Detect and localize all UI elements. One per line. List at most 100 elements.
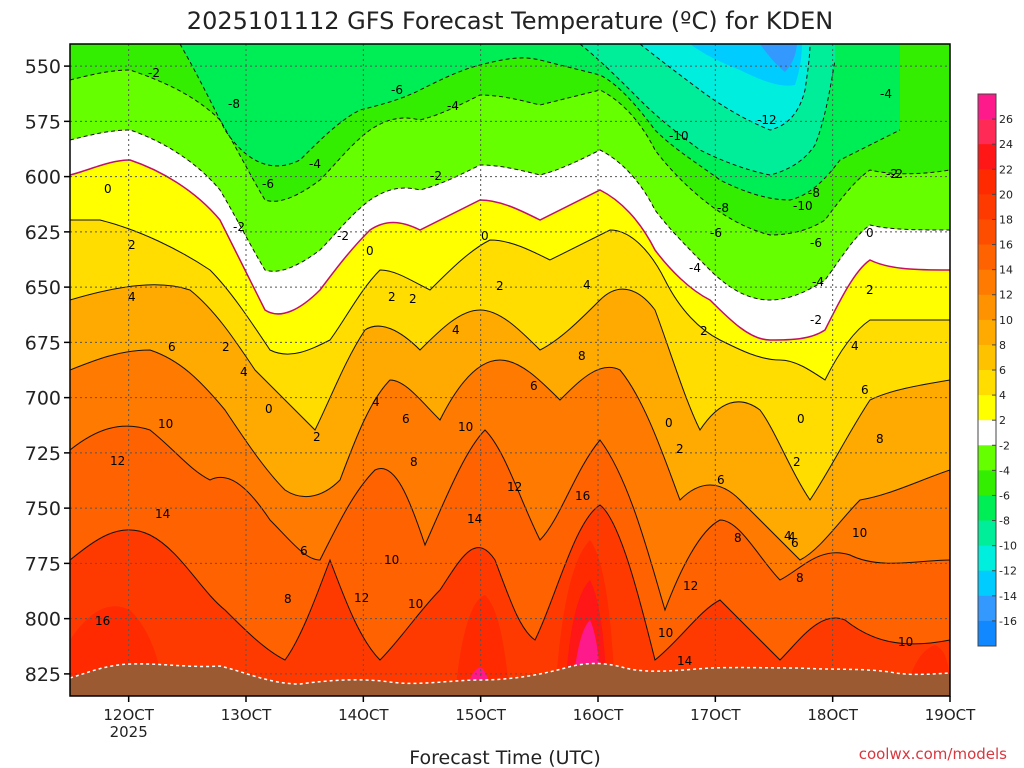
contour-label: 10 bbox=[384, 553, 399, 567]
band-neg16 bbox=[760, 44, 797, 72]
contour-label: 4 bbox=[784, 529, 792, 543]
contour-label: -10 bbox=[793, 199, 813, 213]
colorbar-label: 16 bbox=[999, 239, 1013, 252]
contour-label: 10 bbox=[898, 635, 913, 649]
colorbar-swatch bbox=[978, 94, 996, 120]
contour-label: 2 bbox=[676, 442, 684, 456]
x-tick-label: 18OCT bbox=[807, 706, 858, 724]
x-tick-label: 12OCT bbox=[103, 706, 154, 724]
contour-label: 8 bbox=[284, 592, 292, 606]
contour-label: 6 bbox=[861, 383, 869, 397]
contour-neg10 bbox=[579, 44, 836, 176]
colorbar-label: 6 bbox=[999, 364, 1006, 377]
contour-neg6 bbox=[70, 69, 950, 236]
colorbar-label: -2 bbox=[999, 439, 1010, 452]
colorbar-swatch bbox=[978, 620, 996, 647]
x-tick-label: 15OCT bbox=[455, 706, 506, 724]
contour-label: 8 bbox=[410, 455, 418, 469]
contour-label: 16 bbox=[95, 614, 110, 628]
band-14 bbox=[70, 426, 950, 660]
colorbar-swatch bbox=[978, 370, 996, 396]
contour-label: 2 bbox=[409, 292, 417, 306]
contour-0 bbox=[70, 159, 950, 341]
contour-label: -4 bbox=[880, 87, 892, 101]
contour-label: 10 bbox=[158, 417, 173, 431]
contour-label: -6 bbox=[391, 83, 403, 97]
contour-label: 10 bbox=[458, 420, 473, 434]
x-axis-title: Forecast Time (UTC) bbox=[409, 747, 600, 768]
contour-label: 0 bbox=[665, 416, 673, 430]
colorbar-swatch bbox=[978, 595, 996, 622]
contour-label: -10 bbox=[669, 129, 689, 143]
contour-label: -12 bbox=[757, 113, 777, 127]
x-tick-label: 14OCT bbox=[338, 706, 389, 724]
contour-label: 4 bbox=[240, 365, 248, 379]
contour-label: 6 bbox=[402, 412, 410, 426]
contour-label: 2 bbox=[313, 430, 321, 444]
contour-label: 0 bbox=[366, 244, 374, 258]
x-tick-label: 16OCT bbox=[573, 706, 624, 724]
contour-label: 16 bbox=[575, 489, 590, 503]
colorbar-swatch bbox=[978, 495, 996, 522]
contour-label: -2 bbox=[148, 66, 160, 80]
colorbar-swatch bbox=[978, 344, 996, 371]
contour-label: 2 bbox=[222, 340, 230, 354]
y-tick-label: 825 bbox=[25, 664, 61, 686]
y-tick-label: 750 bbox=[25, 498, 61, 520]
colorbar-label: 26 bbox=[999, 113, 1013, 126]
contour-label: -8 bbox=[808, 186, 820, 200]
plot-area: -2 -8 -6 -4 -2 -4 -6 -2 -2 0 0 0 2 2 2 4… bbox=[70, 44, 950, 696]
colorbar-label: 22 bbox=[999, 163, 1013, 176]
y-tick-label: 550 bbox=[25, 56, 61, 78]
contour-label: -2 bbox=[810, 313, 822, 327]
contour-label: -4 bbox=[447, 99, 459, 113]
colorbar-swatch bbox=[978, 420, 996, 446]
colorbar-label: 12 bbox=[999, 289, 1013, 302]
contour-label: 2 bbox=[700, 324, 708, 338]
colorbar-swatch bbox=[978, 395, 996, 421]
colorbar-swatch bbox=[978, 194, 996, 220]
contour-label: 10 bbox=[852, 526, 867, 540]
contour-lines bbox=[70, 44, 950, 661]
contour-label: -8 bbox=[228, 97, 240, 111]
colorbar-swatch bbox=[978, 294, 996, 321]
y-tick-label: 700 bbox=[25, 388, 61, 410]
gridlines bbox=[70, 44, 950, 696]
contour-label: 2 bbox=[388, 290, 396, 304]
contour-4 bbox=[70, 284, 950, 501]
colorbar-swatch bbox=[978, 445, 996, 471]
contour-label: -2 bbox=[891, 167, 903, 181]
contour-label: -2 bbox=[430, 169, 442, 183]
contour-neg12 bbox=[639, 44, 811, 131]
colorbar-label: -10 bbox=[999, 540, 1017, 553]
colorbar-swatch bbox=[978, 520, 996, 547]
surface-line bbox=[70, 662, 950, 685]
contour-label: 4 bbox=[128, 290, 136, 304]
contour-label: 4 bbox=[452, 323, 460, 337]
contour-label: -2 bbox=[337, 229, 349, 243]
contour-label: 6 bbox=[300, 544, 308, 558]
colorbar-label: -12 bbox=[999, 565, 1017, 578]
colorbar-label: 8 bbox=[999, 339, 1006, 352]
credit-text: coolwx.com/models bbox=[859, 745, 1007, 763]
colorbar-label: 14 bbox=[999, 264, 1013, 277]
y-tick-label: 575 bbox=[25, 111, 61, 133]
y-tick-label: 725 bbox=[25, 443, 61, 465]
y-tick-label: 675 bbox=[25, 332, 61, 354]
colorbar: 26 24 22 20 18 16 14 12 10 8 6 4 2 -2 -4 -6 -8 -10 -12 -14 -… bbox=[977, 93, 1017, 647]
contour-label: 2 bbox=[793, 455, 801, 469]
contour-label: 6 bbox=[530, 379, 538, 393]
colorbar-label: -16 bbox=[999, 615, 1017, 628]
band-18-core bbox=[455, 595, 510, 696]
contour-label: 8 bbox=[796, 571, 804, 585]
chart-title: 2025101112 GFS Forecast Temperature (ºC)… bbox=[187, 7, 833, 35]
y-tick-label: 650 bbox=[25, 277, 61, 299]
contour-12 bbox=[70, 425, 950, 612]
contour-label: 14 bbox=[677, 654, 692, 668]
colorbar-label: 10 bbox=[999, 314, 1013, 327]
contour-label: 10 bbox=[408, 597, 423, 611]
colorbar-swatch bbox=[978, 169, 996, 195]
contour-label: 4 bbox=[583, 278, 591, 292]
